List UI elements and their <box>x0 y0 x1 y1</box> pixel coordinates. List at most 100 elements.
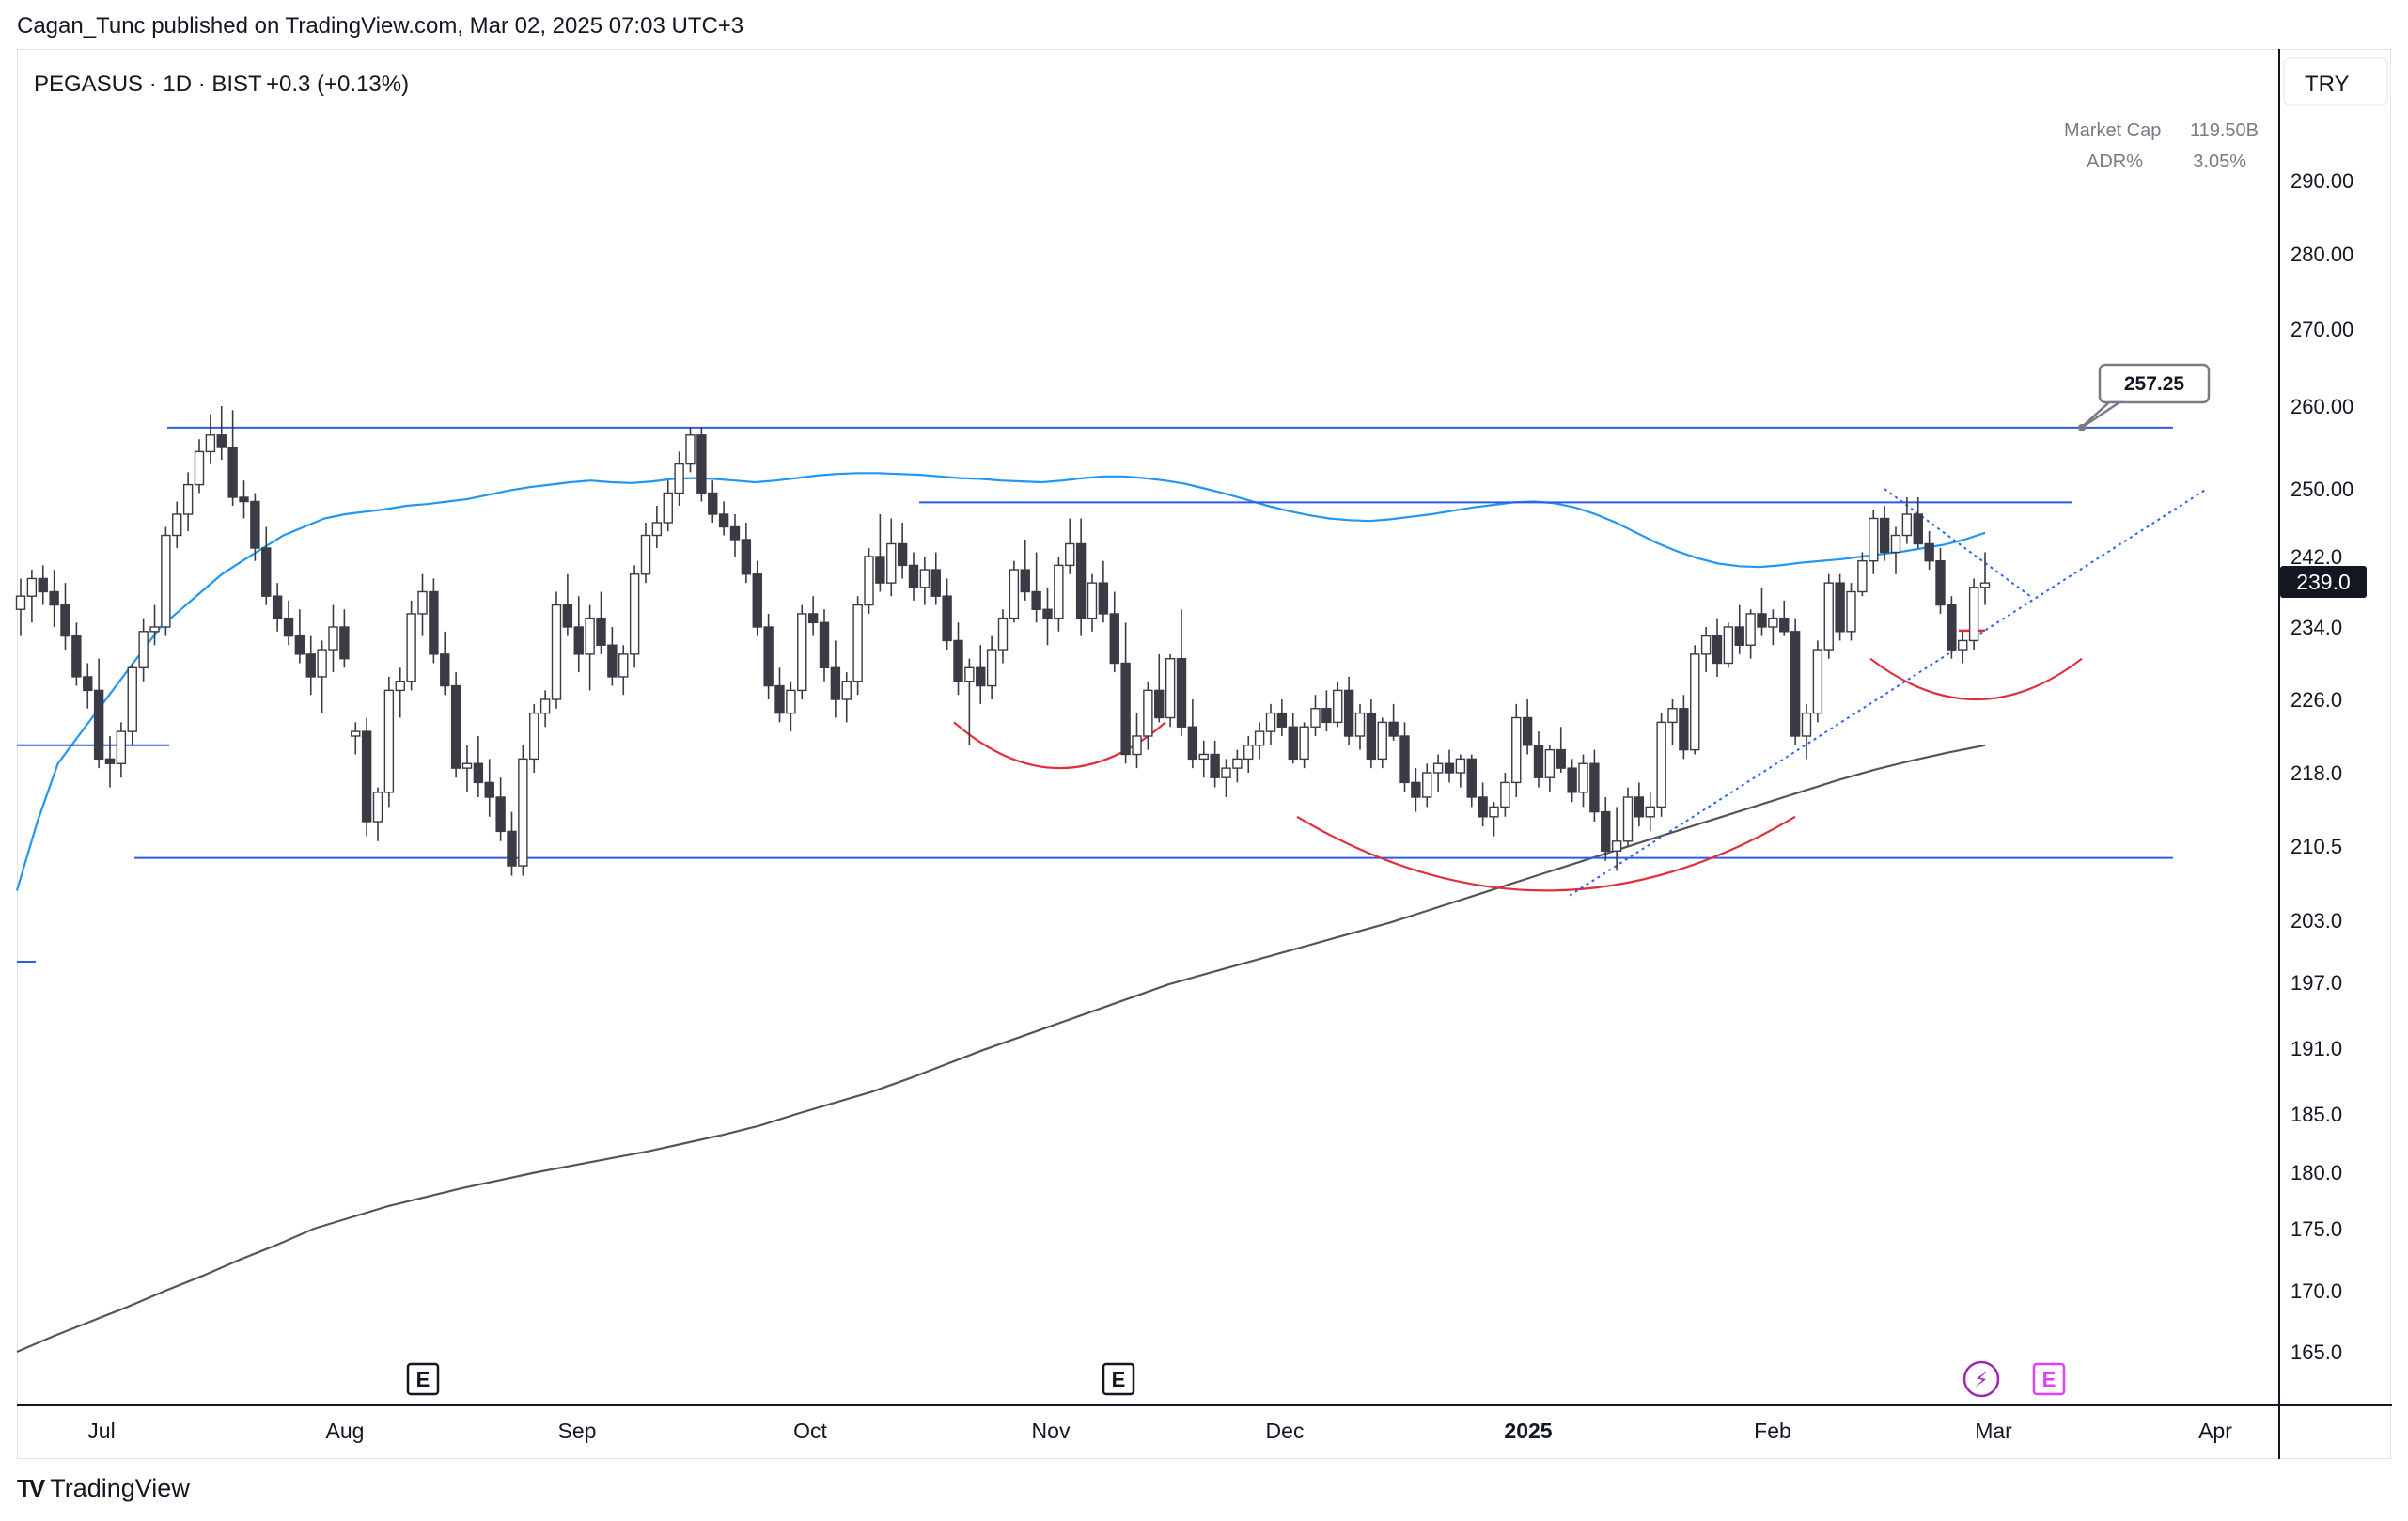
candle[interactable] <box>461 745 473 792</box>
candle[interactable] <box>819 609 830 682</box>
candle[interactable] <box>807 596 819 636</box>
candle[interactable] <box>729 514 741 557</box>
candle[interactable] <box>1924 531 1934 571</box>
candle[interactable] <box>1935 548 1946 614</box>
candle[interactable] <box>1533 731 1544 788</box>
candle[interactable] <box>1321 690 1332 732</box>
rounding-arc[interactable] <box>1296 815 1796 892</box>
candle[interactable] <box>1243 736 1254 773</box>
candle[interactable] <box>317 640 327 713</box>
candle[interactable] <box>1489 802 1499 837</box>
price-callout[interactable]: 257.25 <box>2079 363 2211 431</box>
candle[interactable] <box>1857 552 1868 597</box>
candle[interactable] <box>1120 622 1131 764</box>
candle[interactable] <box>1310 695 1321 736</box>
candle[interactable] <box>1556 727 1566 773</box>
candle[interactable] <box>216 406 227 461</box>
candle[interactable] <box>1601 797 1611 861</box>
candle[interactable] <box>976 645 986 704</box>
candle[interactable] <box>305 635 316 696</box>
candle[interactable] <box>685 427 696 473</box>
candle[interactable] <box>1823 573 1834 659</box>
candle[interactable] <box>1333 681 1343 728</box>
candle[interactable] <box>1544 745 1556 792</box>
candle[interactable] <box>484 759 494 817</box>
candle[interactable] <box>1511 703 1522 797</box>
candle[interactable] <box>1009 560 1020 623</box>
candle[interactable] <box>1522 699 1533 755</box>
candle[interactable] <box>1567 759 1577 803</box>
candle[interactable] <box>429 578 439 664</box>
earnings-marker[interactable]: E <box>1102 1362 1135 1396</box>
candle[interactable] <box>1087 573 1098 632</box>
candlestick-series[interactable] <box>15 406 1991 876</box>
candle[interactable] <box>1411 768 1421 812</box>
candle[interactable] <box>49 570 59 627</box>
candle[interactable] <box>1031 552 1041 623</box>
candle[interactable] <box>1210 740 1220 788</box>
candle[interactable] <box>718 501 729 536</box>
candle[interactable] <box>596 591 606 654</box>
candle[interactable] <box>1745 609 1756 659</box>
candle[interactable] <box>1835 573 1845 641</box>
chart-frame[interactable] <box>17 49 2391 1459</box>
candle[interactable] <box>1712 618 1723 677</box>
candle[interactable] <box>1054 557 1064 632</box>
candle[interactable] <box>1846 583 1856 641</box>
candle[interactable] <box>26 570 38 623</box>
candle[interactable] <box>1690 645 1700 755</box>
candle[interactable] <box>529 703 539 773</box>
candle[interactable] <box>539 690 551 728</box>
time-scale[interactable]: Jul Aug Sep Oct Nov Dec 2025 Feb Mar Apr <box>87 1419 2232 1443</box>
candle[interactable] <box>573 596 584 673</box>
candle[interactable] <box>1455 754 1466 788</box>
candle[interactable] <box>149 604 160 646</box>
candle[interactable] <box>875 514 885 592</box>
candle[interactable] <box>127 663 137 745</box>
price-scale[interactable]: 165.0 170.0 175.0 180.0 185.0 191.0 197.0 203.0… <box>2291 169 2353 1364</box>
candle[interactable] <box>1176 609 1187 736</box>
candle[interactable] <box>38 565 48 605</box>
candle[interactable] <box>138 618 149 682</box>
candle[interactable] <box>372 787 383 841</box>
candle[interactable] <box>1020 540 1030 601</box>
candle[interactable] <box>495 777 506 841</box>
candle[interactable] <box>116 722 127 778</box>
candle[interactable] <box>450 672 461 778</box>
candle[interactable] <box>518 745 528 876</box>
candle[interactable] <box>774 667 785 723</box>
candle[interactable] <box>361 717 372 837</box>
candle[interactable] <box>797 604 807 699</box>
candle[interactable] <box>182 472 194 531</box>
candle[interactable] <box>585 604 595 691</box>
candle[interactable] <box>1589 749 1600 822</box>
candle[interactable] <box>852 596 863 696</box>
candle[interactable] <box>1388 703 1399 741</box>
candle[interactable] <box>1578 754 1588 808</box>
candle[interactable] <box>1187 699 1198 769</box>
candle[interactable] <box>194 439 205 494</box>
candle[interactable] <box>1500 773 1510 817</box>
candle[interactable] <box>71 622 82 686</box>
candle[interactable] <box>1276 699 1288 736</box>
candle[interactable] <box>1343 676 1354 745</box>
candle[interactable] <box>1466 754 1477 808</box>
event-markers[interactable]: E E ⚡ E <box>406 1360 2066 1398</box>
candle[interactable] <box>1065 518 1075 574</box>
candle[interactable] <box>507 811 517 876</box>
candle[interactable] <box>674 451 684 506</box>
candle[interactable] <box>1254 722 1265 760</box>
candle[interactable] <box>60 583 70 651</box>
candle[interactable] <box>440 631 450 696</box>
candle[interactable] <box>395 667 405 718</box>
candle[interactable] <box>227 410 238 506</box>
candle[interactable] <box>551 591 562 709</box>
candle[interactable] <box>752 560 762 636</box>
candle[interactable] <box>942 578 952 651</box>
candle[interactable] <box>1366 699 1377 769</box>
candle[interactable] <box>1734 604 1744 654</box>
symbol-title[interactable]: PEGASUS · 1D · BIST <box>34 71 262 97</box>
candle[interactable] <box>830 640 841 718</box>
candle[interactable] <box>473 736 484 797</box>
